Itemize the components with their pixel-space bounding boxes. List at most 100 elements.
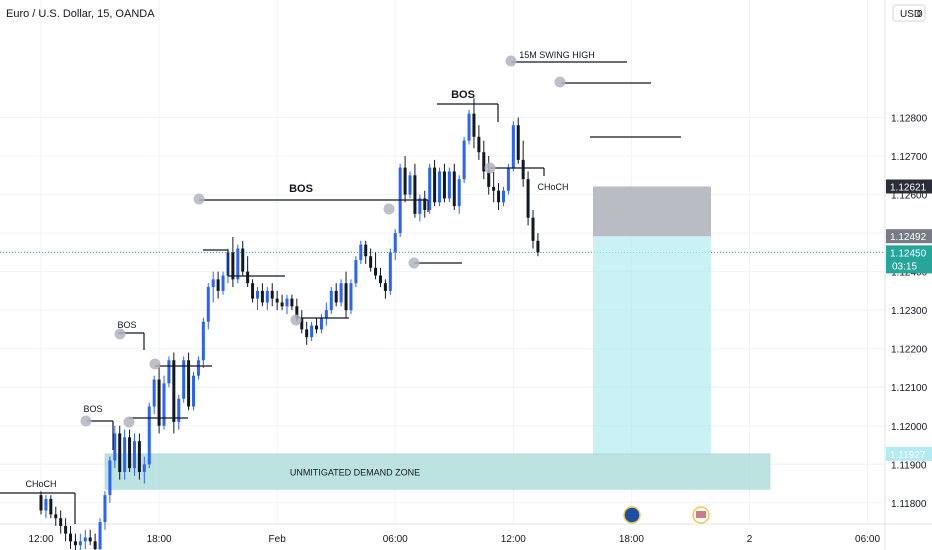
- candle-body: [497, 190, 501, 203]
- candle-body: [236, 248, 240, 280]
- us-flag-stripes: [696, 511, 706, 518]
- bar-countdown: 03:15: [892, 261, 917, 272]
- candle-body: [69, 533, 73, 542]
- candle-body: [157, 379, 161, 426]
- candle-body: [182, 360, 186, 399]
- candles: [39, 98, 540, 550]
- candle-body: [98, 522, 102, 550]
- candle-body: [482, 152, 486, 172]
- candle-body: [428, 167, 432, 210]
- candle-body: [442, 171, 446, 199]
- candle-body: [467, 113, 471, 141]
- price-tick-label: 1.12200: [891, 345, 928, 356]
- candle-body: [501, 190, 505, 203]
- candle-body: [349, 283, 353, 311]
- candle-body: [457, 179, 461, 207]
- time-tick-label: 12:00: [501, 534, 526, 545]
- price-tag-label: 1.12450: [890, 248, 927, 259]
- candle-body: [142, 464, 146, 472]
- price-tag: [886, 446, 932, 461]
- candle-body: [452, 171, 456, 207]
- candle-body: [64, 525, 68, 534]
- price-tag: [886, 179, 932, 194]
- candle-body: [374, 267, 378, 276]
- candle-body: [265, 290, 269, 303]
- price-tag: [886, 245, 932, 274]
- candle-body: [147, 406, 151, 465]
- candle-body: [324, 310, 328, 318]
- candle-body: [162, 383, 166, 426]
- candle-body: [339, 283, 343, 303]
- price-tags: 1.12621 1.12492 1.12450 1.11927 03:15: [886, 179, 932, 461]
- candle-body: [201, 321, 205, 361]
- candle-body: [216, 279, 220, 291]
- candle-body: [83, 537, 87, 542]
- candle-body: [137, 441, 141, 472]
- swing-point-marker: [484, 162, 496, 174]
- candle-body: [472, 113, 476, 137]
- candle-body: [526, 179, 530, 218]
- candle-body: [408, 175, 412, 195]
- candle-body: [275, 298, 279, 303]
- choch-label: CHoCH: [25, 479, 56, 489]
- symbol-title[interactable]: Euro / U.S. Dollar, 15, OANDA: [6, 8, 155, 20]
- candle-body: [506, 167, 510, 191]
- swing-point-marker: [80, 415, 92, 427]
- candle-body: [369, 256, 373, 268]
- candle-body: [310, 325, 314, 338]
- candle-body: [388, 252, 392, 291]
- candle-body: [221, 275, 225, 291]
- candle-body: [295, 306, 299, 318]
- candle-body: [172, 360, 176, 422]
- swing-point-marker: [408, 257, 420, 269]
- swing-point-marker: [193, 193, 205, 205]
- candle-body: [364, 244, 368, 257]
- price-tag: [886, 229, 932, 244]
- price-tag-label: 1.12621: [890, 182, 927, 193]
- price-tick-label: 1.12700: [891, 152, 928, 163]
- eu-flag-icon: [623, 506, 641, 524]
- candle-body: [231, 252, 235, 280]
- time-tick-label: 2: [747, 534, 753, 545]
- price-tick-label: 1.12100: [891, 383, 928, 394]
- candle-body: [334, 290, 338, 303]
- candle-body: [285, 298, 289, 307]
- bos-label: BOS: [289, 183, 313, 195]
- candle-body: [152, 379, 156, 407]
- candle-body: [123, 437, 127, 472]
- candle-body: [177, 398, 181, 422]
- time-axis[interactable]: 12:00 18:00 Feb 06:00 12:00 18:00 2 06:00: [28, 534, 880, 545]
- swing-point-marker: [149, 358, 161, 370]
- swing-point-marker: [290, 314, 302, 326]
- swing-point-marker: [505, 55, 517, 67]
- candle-body: [78, 541, 82, 546]
- candle-body: [54, 514, 58, 519]
- candle-body: [206, 287, 210, 322]
- candle-body: [128, 437, 132, 469]
- candle-body: [487, 171, 491, 187]
- chart-zones: UNMITIGATED DEMAND ZONE: [104, 186, 771, 490]
- candle-body: [447, 171, 451, 199]
- candle-body: [255, 290, 259, 299]
- bos-label: BOS: [451, 89, 475, 101]
- currency-button[interactable]: USD 0: [892, 4, 926, 22]
- candle-body: [118, 433, 122, 472]
- price-tick-label: 1.12600: [891, 191, 928, 202]
- candle-body: [423, 198, 427, 210]
- candle-body: [44, 498, 48, 511]
- swing-point-marker: [383, 203, 395, 215]
- candle-body: [246, 271, 250, 284]
- candle-body: [305, 329, 309, 338]
- candle-body: [383, 283, 387, 291]
- candle-body: [39, 495, 43, 511]
- demand-zone: [104, 453, 771, 490]
- candle-body: [211, 279, 215, 288]
- candle-body: [93, 541, 97, 550]
- candle-body: [433, 167, 437, 203]
- target-zone: [593, 236, 711, 454]
- candle-body: [73, 541, 77, 546]
- candle-body: [354, 260, 358, 284]
- supply-zone: [593, 186, 711, 237]
- choch-label: CHoCH: [537, 182, 568, 192]
